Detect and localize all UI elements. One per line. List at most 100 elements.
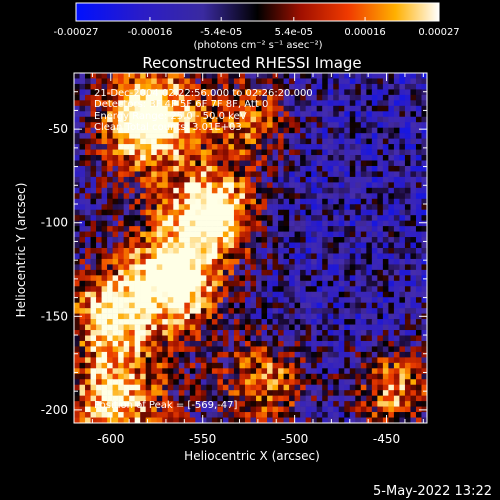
heatmap-cell xyxy=(333,242,340,249)
heatmap-cell xyxy=(173,297,180,303)
heatmap-cell xyxy=(85,308,91,314)
heatmap-cell xyxy=(107,160,113,167)
heatmap-cell xyxy=(222,242,229,249)
heatmap-cell xyxy=(294,395,301,402)
heatmap-cell xyxy=(327,308,334,314)
heatmap-cell xyxy=(272,291,279,298)
heatmap-cell xyxy=(300,94,306,101)
heatmap-cell xyxy=(393,390,400,396)
heatmap-cell xyxy=(294,390,301,396)
heatmap-cell xyxy=(74,122,80,128)
heatmap-cell xyxy=(217,176,224,183)
heatmap-cell xyxy=(300,204,306,211)
heatmap-cell xyxy=(217,280,224,287)
heatmap-cell xyxy=(355,286,362,293)
heatmap-cell xyxy=(421,368,428,375)
heatmap-cell xyxy=(151,149,158,156)
heatmap-cell xyxy=(366,362,373,369)
heatmap-cell xyxy=(233,155,240,161)
heatmap-cell xyxy=(294,138,301,145)
heatmap-cell xyxy=(211,215,218,221)
heatmap-cell xyxy=(107,362,113,369)
y-tick-label: -100 xyxy=(41,216,68,230)
heatmap-cell xyxy=(360,165,367,172)
heatmap-cell xyxy=(244,286,251,293)
heatmap-cell xyxy=(289,401,295,407)
heatmap-cell xyxy=(305,160,312,167)
heatmap-cell xyxy=(360,357,367,364)
heatmap-cell xyxy=(316,138,323,145)
heatmap-cell xyxy=(415,269,422,276)
heatmap-cell xyxy=(211,417,218,424)
heatmap-cell xyxy=(129,127,135,134)
heatmap-cell xyxy=(151,209,158,216)
heatmap-cell xyxy=(388,362,395,369)
heatmap-cell xyxy=(96,248,102,254)
heatmap-cell xyxy=(289,100,295,107)
heatmap-cell xyxy=(167,226,174,232)
heatmap-cell xyxy=(360,253,367,260)
heatmap-cell xyxy=(239,330,246,336)
heatmap-cell xyxy=(217,362,224,369)
heatmap-cell xyxy=(399,286,406,293)
heatmap-cell xyxy=(151,340,158,347)
heatmap-cell xyxy=(189,362,196,369)
heatmap-cell xyxy=(404,89,411,96)
heatmap-cell xyxy=(145,286,152,293)
heatmap-cell xyxy=(267,313,273,320)
heatmap-cell xyxy=(200,176,207,183)
heatmap-cell xyxy=(96,215,102,221)
heatmap-cell xyxy=(129,330,135,336)
heatmap-cell xyxy=(156,116,163,123)
heatmap-cell xyxy=(206,187,213,194)
heatmap-cell xyxy=(338,258,345,265)
heatmap-cell xyxy=(239,401,246,407)
heatmap-cell xyxy=(327,264,334,271)
heatmap-cell xyxy=(322,319,329,325)
heatmap-cell xyxy=(371,412,378,418)
heatmap-cell xyxy=(217,264,224,271)
heatmap-cell xyxy=(244,324,251,331)
heatmap-cell xyxy=(393,209,400,216)
heatmap-cell xyxy=(415,122,422,128)
heatmap-cell xyxy=(173,242,180,249)
heatmap-cell xyxy=(305,122,312,128)
heatmap-cell xyxy=(393,182,400,189)
heatmap-cell xyxy=(366,94,373,101)
heatmap-cell xyxy=(393,362,400,369)
heatmap-cell xyxy=(355,226,362,232)
heatmap-cell xyxy=(222,335,229,342)
heatmap-cell xyxy=(283,324,290,331)
heatmap-cell xyxy=(360,89,367,96)
heatmap-cell xyxy=(283,346,290,353)
heatmap-cell xyxy=(388,395,395,402)
heatmap-cell xyxy=(134,111,141,118)
heatmap-cell xyxy=(156,165,163,172)
heatmap-cell xyxy=(74,100,80,107)
heatmap-cell xyxy=(289,237,295,243)
heatmap-cell xyxy=(107,313,113,320)
heatmap-cell xyxy=(305,231,312,238)
heatmap-cell xyxy=(112,291,119,298)
heatmap-cell xyxy=(162,248,169,254)
heatmap-cell xyxy=(393,248,400,254)
heatmap-cell xyxy=(333,83,340,90)
heatmap-cell xyxy=(300,258,306,265)
heatmap-cell xyxy=(311,297,317,303)
heatmap-cell xyxy=(222,275,229,282)
heatmap-cell xyxy=(388,280,395,287)
heatmap-cell xyxy=(305,280,312,287)
heatmap-cell xyxy=(211,94,218,101)
heatmap-cell xyxy=(233,73,240,79)
heatmap-cell xyxy=(415,73,422,79)
heatmap-cell xyxy=(311,111,317,118)
heatmap-cell xyxy=(195,379,202,386)
heatmap-cell xyxy=(118,319,124,325)
heatmap-cell xyxy=(90,362,97,369)
heatmap-cell xyxy=(421,171,428,178)
heatmap-cell xyxy=(322,324,329,331)
heatmap-cell xyxy=(377,226,384,232)
heatmap-cell xyxy=(399,144,406,150)
heatmap-cell xyxy=(85,237,91,243)
heatmap-cell xyxy=(316,373,323,380)
